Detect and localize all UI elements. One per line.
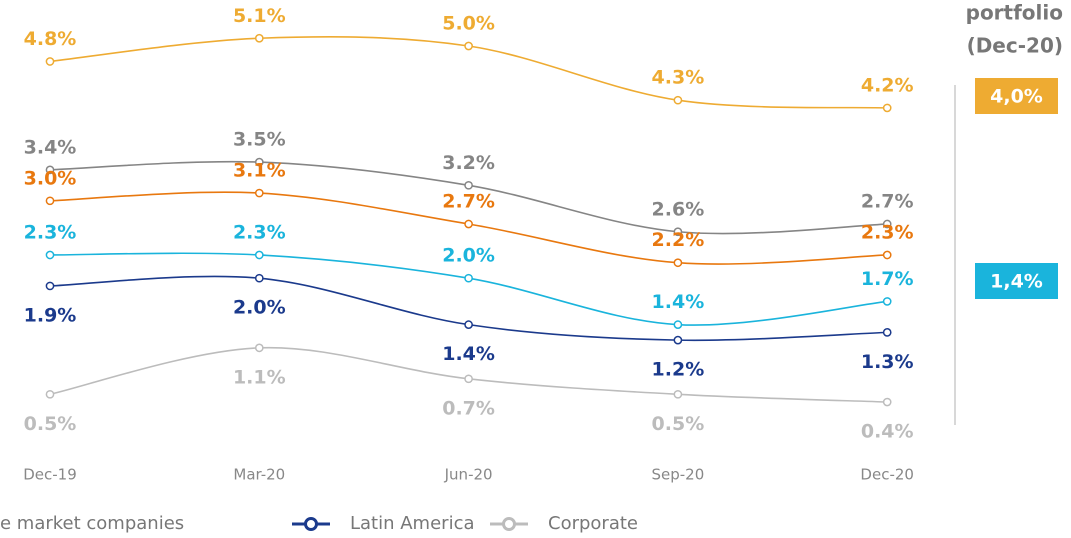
- panel-title: (Dec-20): [967, 34, 1063, 58]
- point: [464, 219, 473, 229]
- point: [464, 41, 473, 51]
- panel-box: [975, 263, 1058, 299]
- point: [882, 219, 892, 229]
- point: [882, 103, 892, 113]
- panel-title: portfolio: [966, 1, 1063, 25]
- value-label: 3.0%: [24, 167, 77, 189]
- value-label: 2.7%: [442, 191, 495, 213]
- point: [464, 374, 473, 384]
- point: [673, 258, 683, 268]
- value-label: 1.4%: [442, 343, 495, 365]
- legend-marker: [304, 517, 318, 531]
- legend-marker: [502, 517, 516, 531]
- point: [45, 281, 55, 291]
- point: [254, 250, 264, 260]
- point: [673, 320, 683, 329]
- point: [673, 335, 683, 345]
- panel-box: [975, 78, 1058, 114]
- value-label: 1.7%: [861, 268, 914, 290]
- point: [254, 188, 264, 198]
- value-label: 4.2%: [861, 74, 914, 96]
- point: [45, 196, 55, 206]
- point: [45, 250, 55, 260]
- legend-text: Corporate: [548, 513, 638, 534]
- value-label: 2.3%: [861, 221, 914, 243]
- point: [464, 320, 473, 329]
- value-label: 3.5%: [233, 129, 286, 151]
- value-label: 2.0%: [233, 297, 286, 319]
- value-label: 2.0%: [442, 245, 495, 267]
- x-tick-label: Sep-20: [652, 466, 705, 484]
- point: [673, 227, 683, 237]
- point: [882, 297, 892, 306]
- value-label: 1.9%: [24, 304, 77, 326]
- point: [882, 328, 892, 337]
- value-label: 1.4%: [652, 291, 705, 313]
- value-label: 0.7%: [442, 397, 495, 419]
- value-label: 5.1%: [233, 5, 286, 27]
- point: [882, 250, 892, 260]
- value-label: 0.5%: [24, 413, 77, 435]
- value-label: 0.5%: [652, 413, 705, 435]
- value-label: 3.2%: [442, 152, 495, 174]
- value-label: 2.6%: [652, 198, 705, 220]
- value-label: 2.3%: [24, 221, 77, 243]
- value-label: 1.2%: [652, 359, 705, 381]
- point: [673, 389, 683, 399]
- x-tick-label: Dec-20: [860, 466, 914, 484]
- point: [882, 397, 892, 407]
- value-label: 5.0%: [442, 13, 495, 35]
- value-label: 2.2%: [652, 229, 705, 251]
- point: [673, 95, 683, 105]
- panel-box-label: 1,4%: [990, 271, 1043, 293]
- value-label: 2.7%: [861, 191, 914, 213]
- value-label: 4.3%: [652, 67, 705, 89]
- x-tick-label: Dec-19: [23, 466, 77, 484]
- value-label: 3.4%: [24, 136, 77, 158]
- point: [254, 273, 264, 283]
- point: [464, 273, 473, 283]
- point: [254, 157, 264, 167]
- value-label: 1.3%: [861, 351, 914, 373]
- value-label: 4.8%: [24, 28, 77, 50]
- panel-box-label: 4,0%: [990, 86, 1043, 108]
- point: [45, 389, 55, 399]
- point: [464, 180, 473, 190]
- series-line: [49, 275, 888, 342]
- point: [254, 33, 264, 43]
- value-label: 0.4%: [861, 421, 914, 443]
- legend-text: e market companies: [0, 513, 184, 534]
- point: [254, 343, 264, 353]
- x-tick-label: Mar-20: [233, 466, 285, 484]
- legend-text: Latin America: [350, 513, 475, 534]
- value-label: 1.1%: [233, 366, 286, 388]
- point: [45, 57, 55, 66]
- x-tick-label: Jun-20: [444, 466, 493, 484]
- value-label: 2.3%: [233, 221, 286, 243]
- value-label: 3.1%: [233, 160, 286, 182]
- point: [45, 165, 55, 175]
